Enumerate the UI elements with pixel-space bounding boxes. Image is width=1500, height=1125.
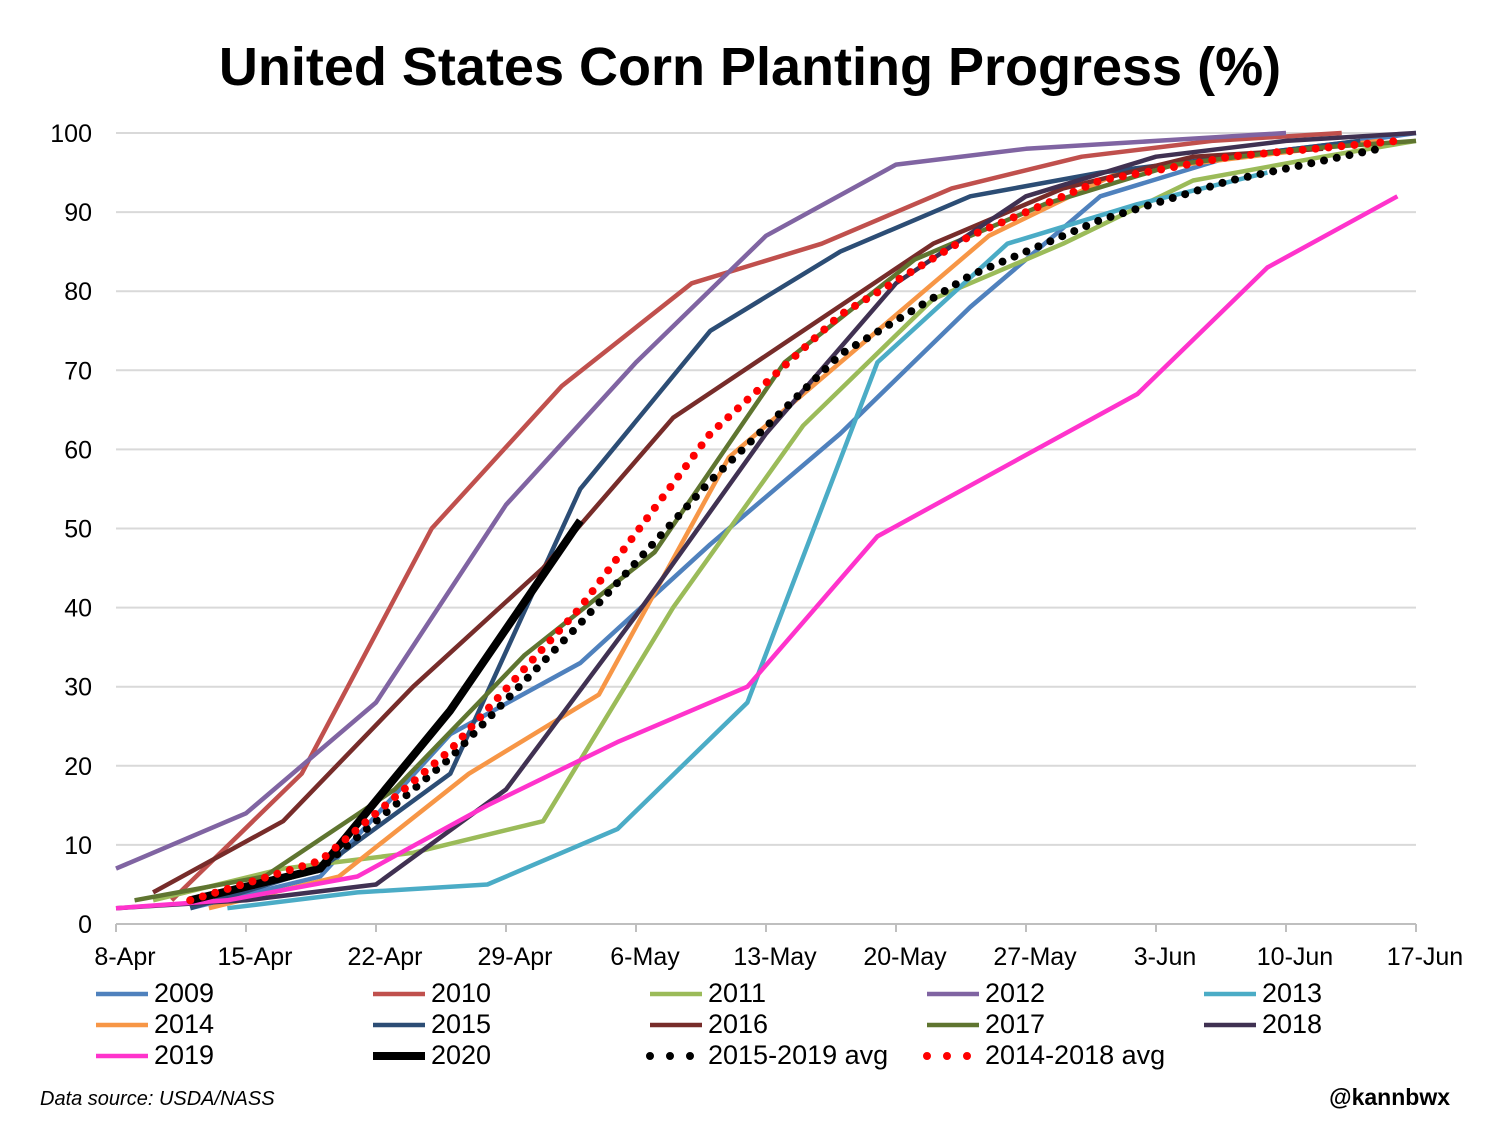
chart-title: United States Corn Planting Progress (%) [218,37,1282,97]
legend-label: 2014 [154,1009,215,1039]
legend-item: 2013 [1198,978,1322,1009]
series-line-2018 [115,130,1417,911]
legend-label: 2019 [154,1040,215,1070]
legend-swatch [650,1022,702,1027]
legend-item: 2017 [921,1009,1045,1040]
x-tick-label: 6-May [610,943,680,971]
y-tick-label: 10 [64,832,92,860]
legend-label: 2020 [431,1040,492,1070]
x-tick-label: 17-Jun [1387,943,1463,971]
legend-swatch [927,1022,979,1027]
legend-label: 2018 [1262,1009,1323,1039]
series-line-2011 [152,138,1417,903]
legend-label: 2013 [1262,978,1323,1008]
legend-item: 2014 [90,1009,214,1040]
legend-label: 2016 [708,1009,769,1039]
legend-item: 2012 [921,978,1045,1009]
x-tick-label: 3-Jun [1134,943,1197,971]
legend-item: 2016 [644,1009,768,1040]
legend-swatch [373,1022,425,1027]
y-tick-label: 100 [50,120,92,148]
legend-swatch [1204,991,1256,996]
x-tick-label: 22-Apr [347,943,422,971]
series-line-2012 [115,130,1287,871]
legend-item: 2014-2018 avg [921,1040,1165,1071]
legend-label: 2010 [431,978,492,1008]
legend-swatch [373,1051,425,1060]
y-tick-label: 80 [64,278,92,306]
series-line-2014-2018-avg [186,136,1402,905]
x-tick-label: 20-May [863,943,947,971]
y-tick-label: 90 [64,199,92,227]
legend-item: 2018 [1198,1009,1322,1040]
y-tick-label: 40 [64,595,92,623]
legend-label: 2012 [985,978,1046,1008]
legend-label: 2011 [708,978,767,1008]
x-tick-label: 27-May [993,943,1077,971]
legend-label: 2009 [154,978,215,1008]
series-line-2013 [227,170,1268,911]
legend-swatch [923,1051,983,1060]
x-tick-label: 13-May [733,943,817,971]
x-tick-label: 8-Apr [94,943,155,971]
y-tick-label: 60 [64,436,92,464]
legend-item: 2015 [367,1009,491,1040]
y-tick-label: 50 [64,516,92,544]
y-tick-label: 30 [64,674,92,702]
series-line-2020 [189,518,584,905]
x-tick-label: 10-Jun [1257,943,1333,971]
y-tick-label: 0 [78,911,92,939]
legend-swatch [650,991,702,996]
data-source-note: Data source: USDA/NASS [40,1088,275,1110]
legend-swatch [1204,1022,1256,1027]
legend-item: 2019 [90,1040,214,1071]
x-tick-label: 15-Apr [217,943,292,971]
legend-item: 2010 [367,978,491,1009]
series-line-2016 [152,146,1324,895]
series-line-2017 [134,138,1417,903]
legend-swatch [646,1051,706,1060]
series-line-2019 [115,194,1399,911]
author-handle: @kannbwx [1329,1084,1450,1110]
legend-label: 2015 [431,1009,492,1039]
legend-item: 2011 [644,978,766,1009]
x-tick-label: 29-Apr [477,943,552,971]
series-line-2015-2019-avg [186,144,1383,905]
legend-swatch [96,1053,148,1058]
legend-swatch [927,991,979,996]
legend-item: 2009 [90,978,214,1009]
legend-label: 2015-2019 avg [708,1040,889,1070]
series-line-2010 [170,130,1342,902]
y-tick-label: 20 [64,753,92,781]
legend-swatch [373,991,425,996]
legend-swatch [96,1022,148,1027]
y-tick-label: 70 [64,357,92,385]
legend-label: 2017 [985,1009,1046,1039]
legend-swatch [96,991,148,996]
legend-label: 2014-2018 avg [985,1040,1166,1070]
legend-item: 2015-2019 avg [644,1040,888,1071]
legend-item: 2020 [367,1040,491,1071]
